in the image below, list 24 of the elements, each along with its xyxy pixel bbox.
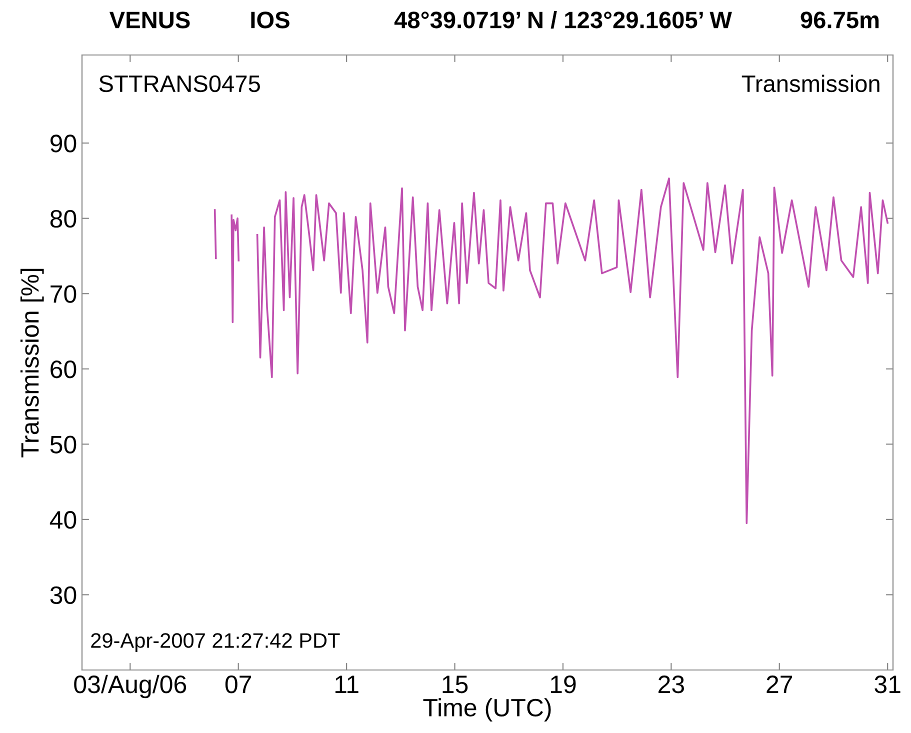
x-tick-label: 03/Aug/06 — [74, 674, 186, 698]
x-tick-label: 11 — [335, 676, 358, 693]
x-tick-label: 19 — [550, 676, 576, 694]
y-tick-label: 60 — [50, 360, 76, 378]
y-tick-label: 90 — [50, 134, 76, 152]
x-tick-label: 27 — [766, 676, 792, 693]
y-tick-label: 70 — [50, 285, 76, 303]
x-axis-title: Time (UTC) — [423, 698, 551, 722]
x-tick-label: 31 — [874, 676, 900, 694]
text: 96.75m — [800, 12, 879, 28]
chart-title: VENUS — [109, 12, 190, 28]
y-axis-title: Transmission [%] — [20, 268, 44, 458]
y-tick-label: 50 — [50, 436, 76, 454]
y-tick-label: 30 — [50, 586, 76, 604]
text: 48°39.0719’ N / 123°29.1605’ W — [394, 10, 732, 29]
x-tick-label: 23 — [658, 676, 684, 694]
text: IOS — [251, 12, 290, 28]
annotation: Transmission — [742, 74, 880, 92]
x-tick-label: 15 — [442, 676, 468, 694]
annotation: STTRANS0475 — [99, 75, 260, 92]
y-tick-label: 80 — [50, 210, 76, 228]
x-tick-label: 07 — [225, 676, 252, 694]
y-tick-label: 40 — [50, 511, 76, 529]
annotation: 29-Apr-2007 21:27:42 PDT — [91, 633, 340, 652]
